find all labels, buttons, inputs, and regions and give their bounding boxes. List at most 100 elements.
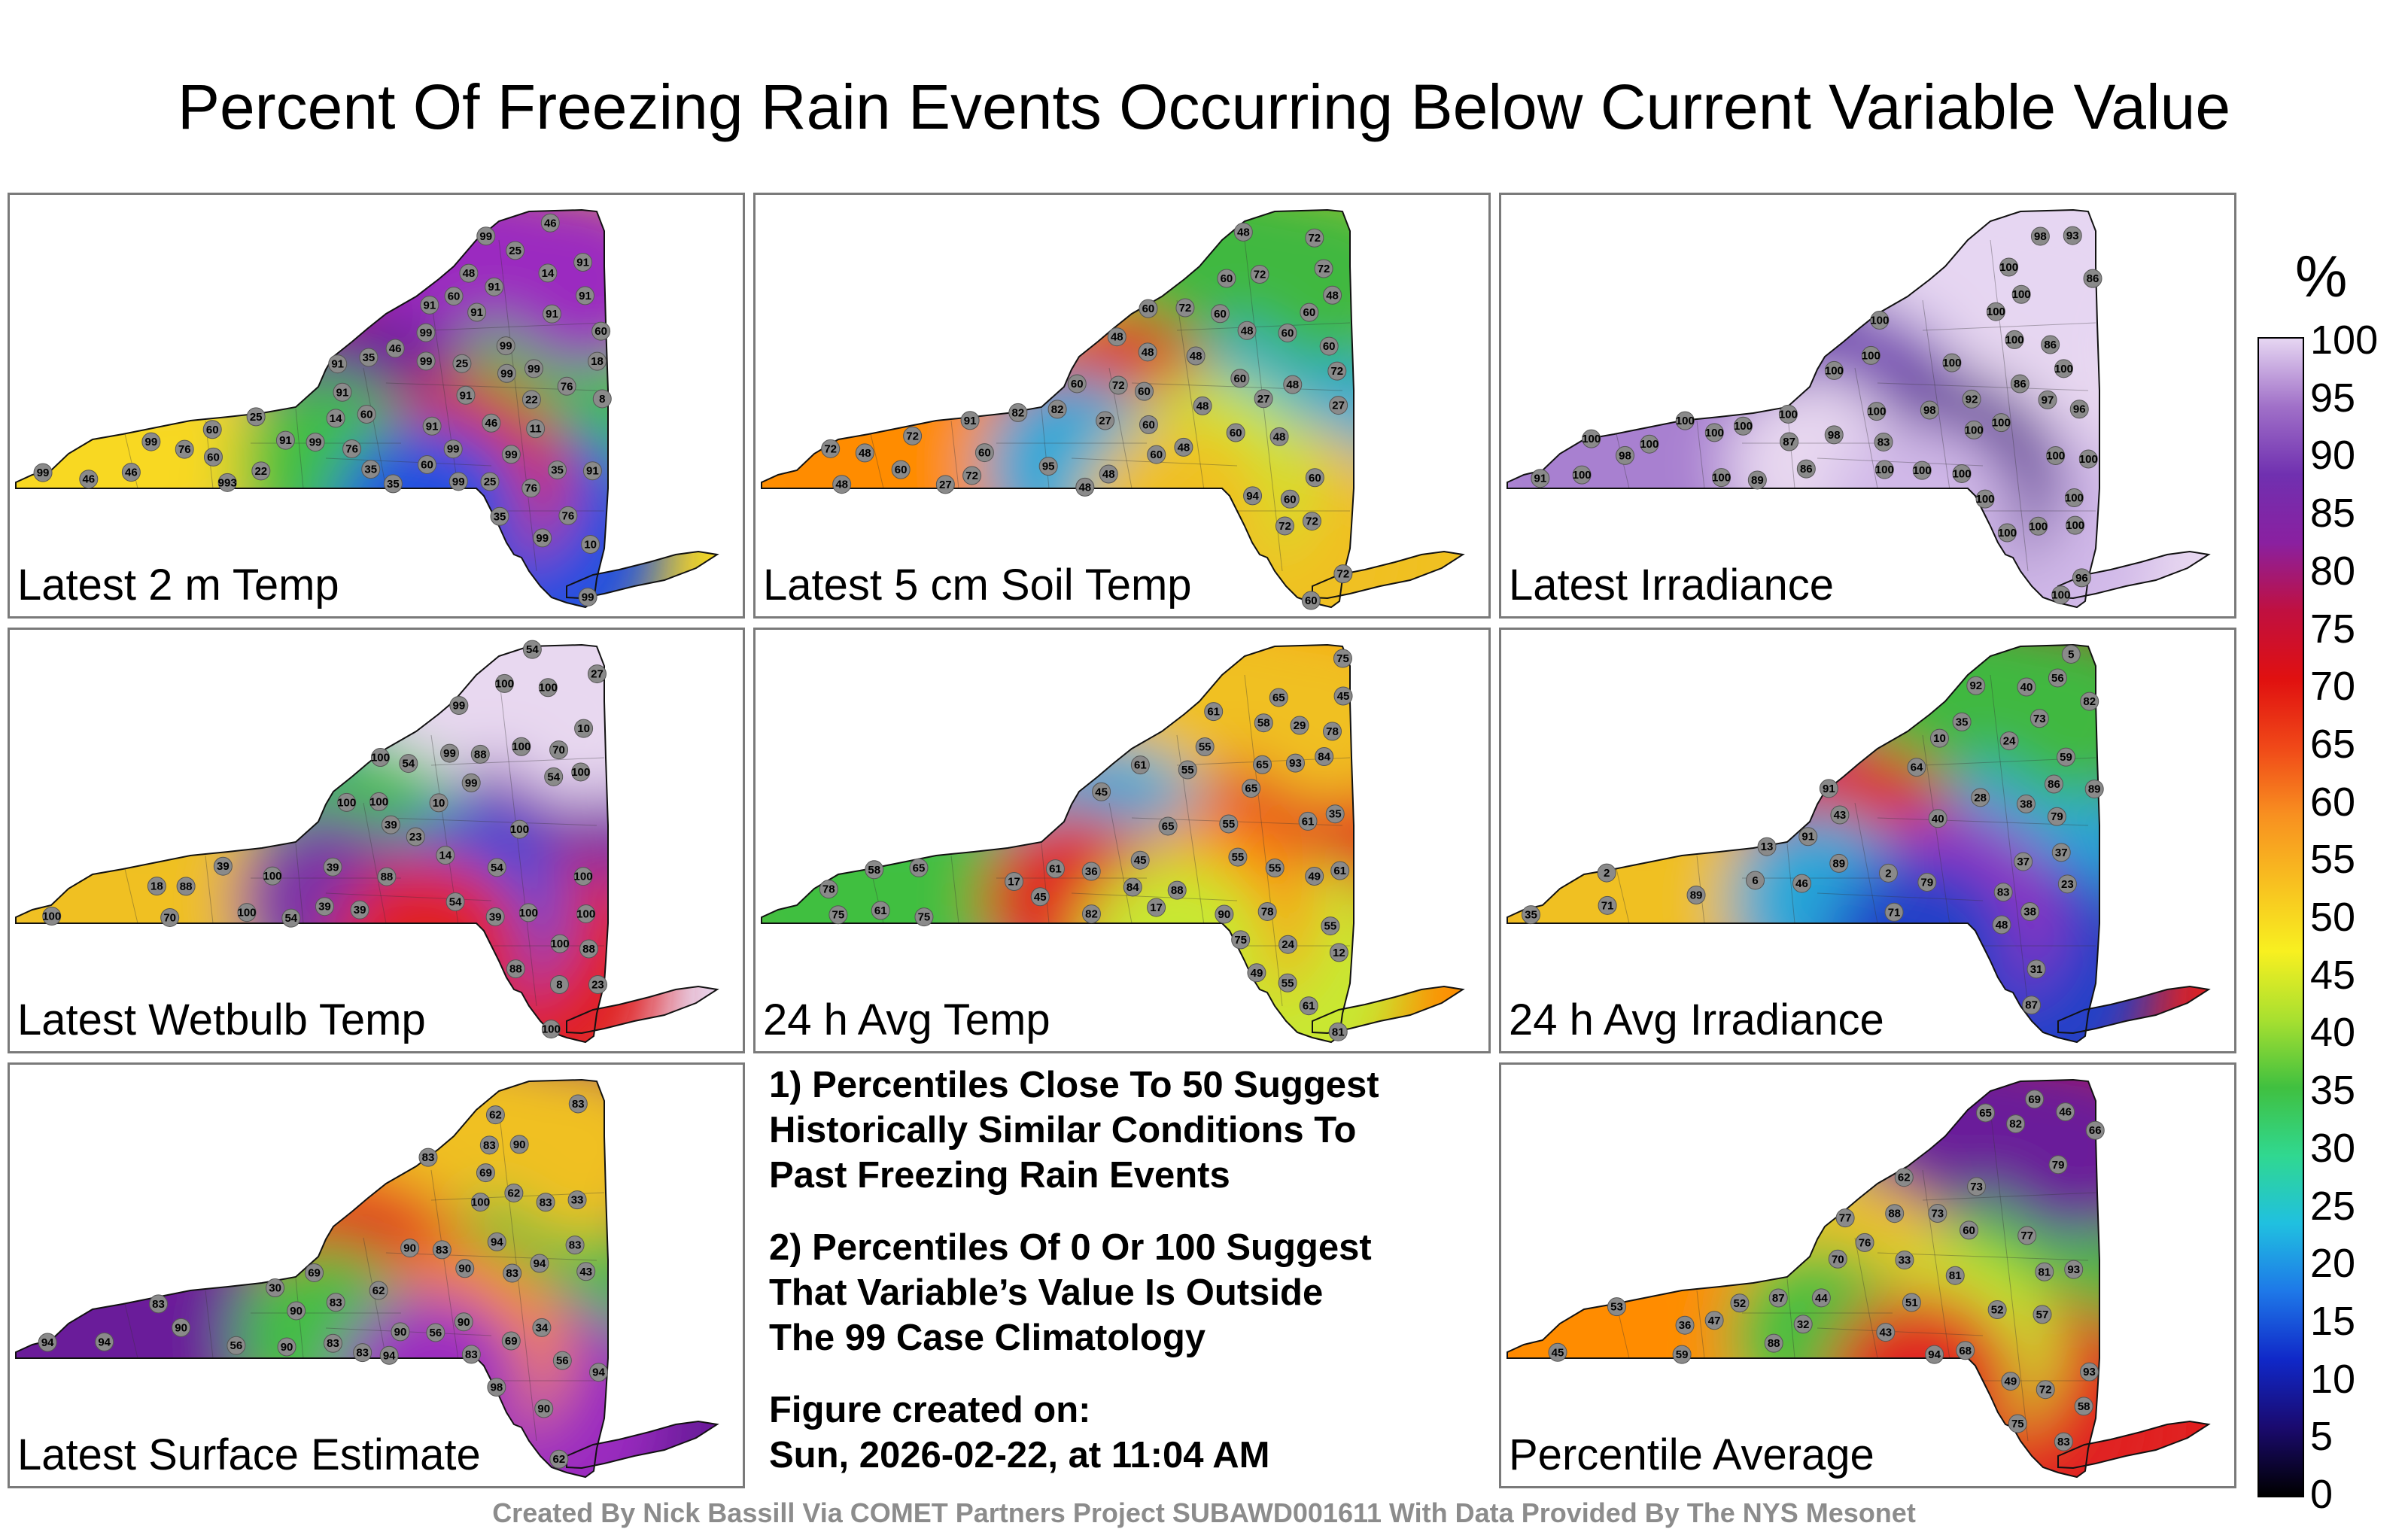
station-marker: 100 <box>2005 330 2024 349</box>
station-marker: 57 <box>2033 1305 2052 1324</box>
station-marker: 82 <box>2006 1114 2026 1134</box>
station-value: 86 <box>2087 272 2099 285</box>
station-value: 8 <box>556 979 562 992</box>
station-marker: 100 <box>1987 302 2005 321</box>
station-value: 100 <box>1862 349 1880 362</box>
station-marker: 38 <box>2020 901 2040 921</box>
station-marker: 99 <box>461 773 481 792</box>
station-value: 78 <box>1326 725 1339 738</box>
station-marker: 39 <box>350 900 369 919</box>
colorbar-tick-label: 75 <box>2310 606 2356 652</box>
station-value: 61 <box>1303 1000 1315 1013</box>
station-value: 99 <box>309 436 322 449</box>
station-marker: 10 <box>1929 728 1949 748</box>
colorbar-tick-label: 5 <box>2310 1414 2334 1460</box>
station-marker: 72 <box>1305 228 1324 248</box>
county-line <box>430 322 605 331</box>
station-marker: 83 <box>326 1293 345 1312</box>
station-marker: 100 <box>1712 468 1731 488</box>
station-marker: 48 <box>1107 327 1126 347</box>
station-value: 60 <box>1284 493 1297 506</box>
map-percentile-average: 62 65 73 52 60 87 82 70 72 76 77 79 68 75 77 69 81 83 81 59… <box>1507 1078 2211 1479</box>
station-marker: 65 <box>1253 755 1272 774</box>
county-line <box>868 424 884 489</box>
station-value: 39 <box>385 819 397 831</box>
station-value: 35 <box>1329 808 1342 821</box>
station-value: 91 <box>576 257 589 269</box>
station-marker: 52 <box>1730 1293 1750 1313</box>
station-value: 29 <box>1294 719 1306 732</box>
station-marker: 100 <box>539 678 558 698</box>
panel-percentile-average: 62 65 73 52 60 87 82 70 72 76 77 79 68 75 77 69 81 83 81 59… <box>1499 1062 2236 1488</box>
station-marker: 84 <box>1123 877 1142 897</box>
station-marker: 35 <box>361 460 381 479</box>
station-value: 72 <box>1179 302 1192 315</box>
station-value: 91 <box>546 308 558 321</box>
station-value: 48 <box>1196 400 1209 412</box>
station-value: 83 <box>572 1098 585 1111</box>
station-marker: 100 <box>2066 515 2084 535</box>
station-value: 27 <box>939 479 952 491</box>
station-marker: 48 <box>1186 346 1206 366</box>
station-value: 72 <box>1308 232 1321 245</box>
station-marker: 48 <box>1323 285 1342 305</box>
station-marker: 78 <box>1257 901 1277 921</box>
station-marker: 53 <box>1607 1297 1626 1317</box>
station-marker: 43 <box>576 1262 596 1281</box>
station-value: 35 <box>494 510 506 523</box>
station-marker: 22 <box>251 461 271 481</box>
county-line <box>1922 1169 1953 1382</box>
station-value: 17 <box>1150 901 1163 914</box>
station-marker: 51 <box>1902 1293 1921 1312</box>
station-marker: 35 <box>383 474 403 494</box>
station-marker: 83 <box>353 1343 372 1363</box>
station-value: 39 <box>489 910 502 923</box>
station-value: 98 <box>1923 404 1936 417</box>
station-marker: 25 <box>246 407 266 427</box>
station-marker: 60 <box>1139 299 1158 318</box>
station-marker: 27 <box>587 664 607 684</box>
station-value: 38 <box>2020 798 2033 810</box>
station-marker: 54 <box>544 767 564 786</box>
station-marker: 48 <box>1269 427 1289 446</box>
station-value: 60 <box>1138 385 1151 398</box>
station-marker: 94 <box>487 1232 506 1251</box>
station-marker: 59 <box>1672 1345 1692 1364</box>
station-marker: 60 <box>203 447 223 467</box>
station-marker: 60 <box>1960 1220 1979 1240</box>
station-value: 91 <box>460 389 473 402</box>
station-marker: 13 <box>1757 837 1777 856</box>
station-value: 96 <box>2075 572 2088 585</box>
station-value: 99 <box>452 476 465 488</box>
station-marker: 56 <box>227 1336 246 1355</box>
station-value: 81 <box>1949 1269 1962 1282</box>
station-value: 38 <box>2023 905 2036 918</box>
station-value: 100 <box>2012 288 2031 301</box>
station-value: 84 <box>1318 750 1330 763</box>
station-marker: 58 <box>1254 713 1273 733</box>
station-value: 88 <box>582 943 595 956</box>
station-marker: 48 <box>1075 477 1095 497</box>
station-value: 61 <box>1134 759 1147 772</box>
station-value: 91 <box>470 306 483 319</box>
station-marker: 11 <box>526 419 546 439</box>
county-line <box>430 757 605 766</box>
station-marker: 46 <box>121 463 141 482</box>
station-value: 72 <box>1254 269 1266 281</box>
station-marker: 56 <box>2048 668 2067 688</box>
station-marker: 28 <box>1971 788 1990 807</box>
station-marker: 90 <box>454 1312 473 1332</box>
station-value: 35 <box>1525 909 1537 922</box>
station-marker: 72 <box>1333 564 1353 584</box>
state-outline <box>761 208 1354 609</box>
station-marker: 17 <box>1147 898 1166 917</box>
county-line <box>1108 802 1133 924</box>
station-marker: 94 <box>1243 486 1263 506</box>
station-marker: 94 <box>38 1333 57 1352</box>
station-value: 86 <box>2044 339 2057 351</box>
station-marker: 62 <box>485 1105 505 1125</box>
station-value: 25 <box>456 357 469 370</box>
station-value: 13 <box>1761 840 1774 853</box>
station-value: 10 <box>577 722 590 735</box>
station-marker: 86 <box>2044 774 2063 794</box>
